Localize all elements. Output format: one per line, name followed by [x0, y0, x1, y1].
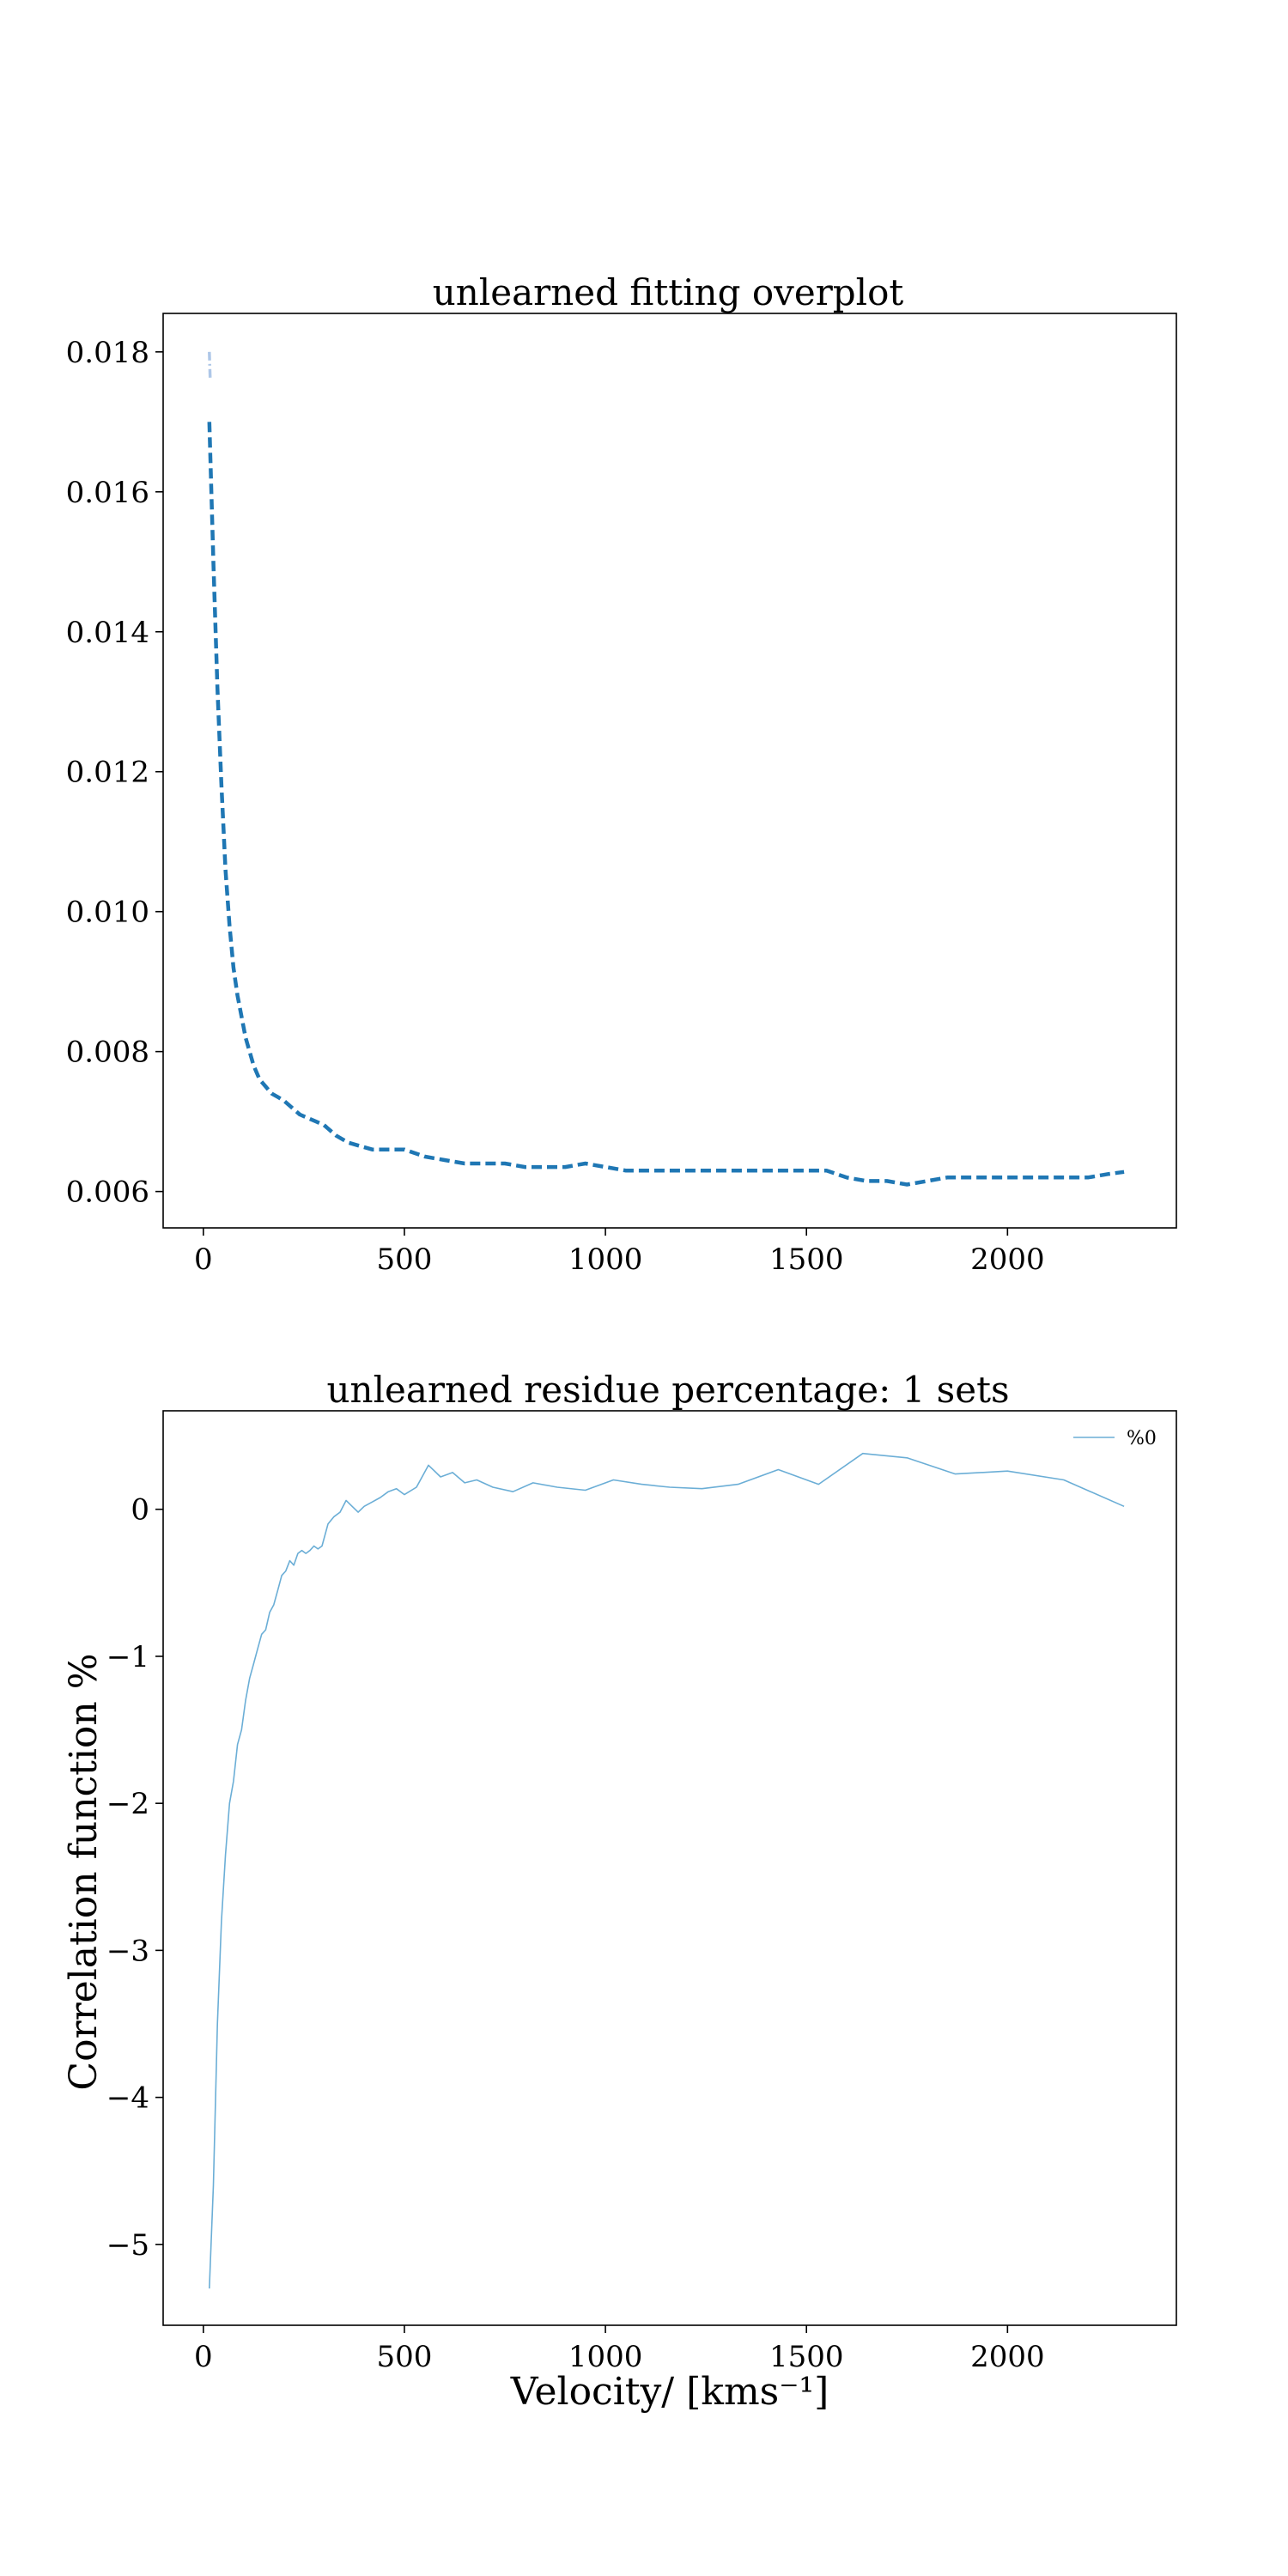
bottom-chart-frame	[162, 1410, 1177, 2326]
bottom-chart-legend: %0	[1073, 1428, 1157, 1449]
y-tick-label: −2	[106, 1787, 149, 1821]
top-chart-frame	[162, 313, 1177, 1229]
y-tick-label: 0.016	[66, 476, 149, 510]
x-tick-label: 0	[194, 2340, 213, 2374]
top-chart-series	[207, 351, 1125, 1187]
x-tick-label: 500	[376, 1242, 432, 1277]
legend-label: %0	[1127, 1428, 1157, 1449]
x-tick-label: 1500	[769, 1242, 844, 1277]
y-tick-label: 0	[131, 1493, 149, 1528]
bottom-chart: unlearned residue percentage: 1 sets 0 50…	[62, 1369, 1177, 2414]
x-tick-label: 2000	[970, 2340, 1045, 2374]
top-chart-y-ticks: 0.006 0.008 0.010 0.012 0.014 0.016 0.018	[66, 336, 163, 1210]
x-tick-label: 1000	[568, 2340, 643, 2374]
series-line-1	[207, 422, 1125, 1187]
bottom-chart-y-ticks: −5 −4 −3 −2 −1 0	[106, 1493, 163, 2263]
y-tick-label: −3	[106, 1934, 149, 1968]
bottom-chart-x-ticks: 0 500 1000 1500 2000	[194, 2325, 1045, 2374]
bottom-chart-series	[209, 1452, 1125, 2289]
y-tick-label: 0.012	[66, 756, 149, 790]
y-tick-label: −5	[106, 2228, 149, 2263]
y-tick-label: −1	[106, 1640, 149, 1674]
y-tick-label: 0.014	[66, 616, 149, 650]
top-chart: unlearned fitting overplot 0 500 1000 1500 2…	[66, 271, 1177, 1277]
bottom-chart-x-axis-label: Velocity/ [kms⁻¹]	[510, 2370, 829, 2414]
top-chart-x-ticks: 0 500 1000 1500 2000	[194, 1228, 1045, 1277]
y-tick-label: 0.006	[66, 1176, 149, 1210]
x-tick-label: 1000	[568, 1242, 643, 1277]
x-tick-label: 2000	[970, 1242, 1045, 1277]
bottom-chart-title: unlearned residue percentage: 1 sets	[326, 1369, 1009, 1411]
y-tick-label: 0.018	[66, 336, 149, 370]
y-tick-label: 0.010	[66, 896, 149, 930]
top-chart-title: unlearned fitting overplot	[433, 271, 904, 313]
y-tick-label: −4	[106, 2081, 149, 2116]
bottom-chart-y-axis-label: Correlation function %	[62, 1653, 106, 2090]
x-tick-label: 0	[194, 1242, 213, 1277]
x-tick-label: 500	[376, 2340, 432, 2374]
x-tick-label: 1500	[769, 2340, 844, 2374]
series-line-0	[209, 1452, 1125, 2289]
y-tick-label: 0.008	[66, 1036, 149, 1070]
